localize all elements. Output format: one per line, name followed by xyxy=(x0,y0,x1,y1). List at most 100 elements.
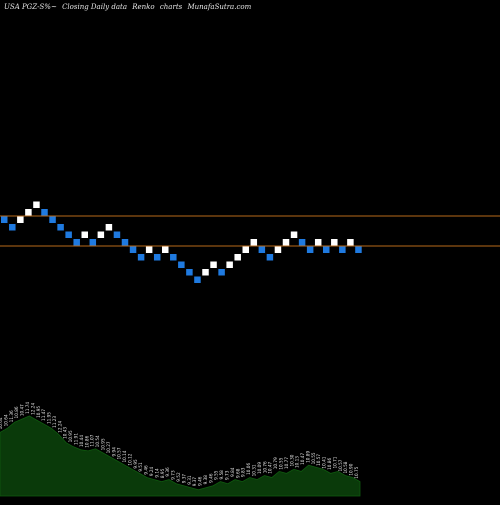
volume-label-28: 9.24 xyxy=(149,466,154,476)
chart-word-label: charts xyxy=(159,3,183,11)
volume-label-55: 10.13 xyxy=(295,456,300,468)
volume-label-32: 9.73 xyxy=(171,470,176,480)
volume-label-36: 9.37 xyxy=(192,477,197,487)
volume-label-39: 9.46 xyxy=(208,473,213,483)
down-brick-11 xyxy=(89,239,97,246)
down-brick-21 xyxy=(170,254,177,261)
volume-label-23: 10.14 xyxy=(122,450,127,462)
volume-label-63: 10.57 xyxy=(338,459,343,471)
volume-label-56: 10.47 xyxy=(300,453,305,465)
up-brick-13 xyxy=(105,224,113,231)
up-brick-12 xyxy=(97,231,105,238)
chart-style-label: Renko xyxy=(132,3,155,11)
volume-label-38: 9.38 xyxy=(203,475,208,485)
up-brick-29 xyxy=(234,254,241,261)
up-brick-31 xyxy=(250,239,258,246)
volume-label-22: 10.57 xyxy=(117,447,122,459)
volume-label-25: 9.95 xyxy=(133,459,138,469)
down-brick-7 xyxy=(57,224,64,231)
volume-label-46: 10.06 xyxy=(246,463,251,475)
down-brick-14 xyxy=(113,231,121,238)
volume-label-49: 10.76 xyxy=(262,461,267,473)
down-brick-0 xyxy=(1,216,8,223)
up-brick-34 xyxy=(274,246,282,253)
volume-label-34: 9.37 xyxy=(181,474,186,484)
down-brick-32 xyxy=(258,246,266,253)
volume-label-37: 9.46 xyxy=(198,476,203,486)
volume-label-64: 10.58 xyxy=(343,461,348,473)
up-brick-39 xyxy=(314,239,322,246)
down-brick-24 xyxy=(194,276,201,283)
volume-label-5: 11.74 xyxy=(25,402,30,414)
volume-label-44: 9.68 xyxy=(235,468,240,478)
down-brick-17 xyxy=(137,254,145,261)
volume-label-59: 10.57 xyxy=(316,454,321,466)
volume-label-43: 9.84 xyxy=(230,467,235,477)
volume-label-26: 9.51 xyxy=(138,462,143,472)
up-brick-10 xyxy=(81,231,88,238)
volume-label-51: 10.79 xyxy=(273,457,278,469)
volume-label-57: 10.89 xyxy=(305,451,310,463)
volume-label-24: 10.12 xyxy=(127,453,132,465)
up-brick-26 xyxy=(210,261,217,268)
volume-label-14: 11.91 xyxy=(74,433,79,445)
volume-label-3: 10.86 xyxy=(14,406,19,418)
volume-label-19: 10.95 xyxy=(100,438,105,450)
volume-label-4: 10.47 xyxy=(20,404,25,416)
volume-label-54: 10.30 xyxy=(289,454,294,466)
down-brick-5 xyxy=(41,209,48,216)
volume-label-40: 9.55 xyxy=(214,470,219,480)
volume-label-50: 10.47 xyxy=(268,461,273,473)
down-brick-22 xyxy=(178,261,185,268)
down-brick-16 xyxy=(129,246,137,253)
volume-label-15: 10.44 xyxy=(79,435,84,447)
down-brick-23 xyxy=(186,269,193,276)
up-brick-30 xyxy=(242,246,249,253)
volume-label-58: 10.55 xyxy=(311,452,316,464)
chart-kind-label: Closing Daily data xyxy=(62,3,128,11)
volume-label-11: 12.24 xyxy=(57,421,62,433)
down-brick-27 xyxy=(218,269,225,276)
up-brick-28 xyxy=(226,261,233,268)
down-brick-8 xyxy=(65,231,72,238)
up-brick-18 xyxy=(145,246,153,253)
volume-label-2: 11.36 xyxy=(9,410,14,422)
volume-label-0: 10.64 xyxy=(0,417,3,429)
up-brick-41 xyxy=(331,239,338,246)
down-brick-38 xyxy=(306,246,314,253)
symbol-label: USA PGZ-S%~ xyxy=(4,3,57,11)
down-brick-19 xyxy=(153,254,161,261)
down-brick-6 xyxy=(49,216,56,223)
volume-label-27: 9.46 xyxy=(144,465,149,475)
renko-bricks xyxy=(1,201,362,283)
down-brick-42 xyxy=(339,246,346,253)
up-brick-36 xyxy=(290,231,298,238)
up-brick-43 xyxy=(347,239,354,246)
volume-label-1: 10.64 xyxy=(3,414,8,426)
volume-label-30: 8.95 xyxy=(160,468,165,478)
up-brick-3 xyxy=(25,209,32,216)
volume-label-47: 10.31 xyxy=(252,464,257,476)
volume-label-6: 12.24 xyxy=(30,403,35,415)
volume-label-45: 9.83 xyxy=(241,467,246,477)
up-brick-35 xyxy=(282,239,290,246)
volume-label-66: 10.75 xyxy=(354,466,359,478)
volume-label-60: 10.41 xyxy=(322,456,327,468)
volume-label-21: 9.94 xyxy=(111,447,116,457)
volume-label-41: 9.58 xyxy=(219,470,224,480)
brand-label: MunafaSutra.com xyxy=(187,3,252,11)
down-brick-15 xyxy=(121,239,129,246)
chart-header: USA PGZ-S%~ Closing Daily data Renko cha… xyxy=(4,3,254,11)
volume-label-48: 10.09 xyxy=(257,462,262,474)
down-brick-40 xyxy=(323,246,330,253)
volume-label-8: 11.47 xyxy=(41,409,46,421)
volume-label-18: 10.54 xyxy=(95,435,100,447)
down-brick-33 xyxy=(266,254,274,261)
volume-label-16: 10.86 xyxy=(84,435,89,447)
volume-label-13: 10.95 xyxy=(68,430,73,442)
volume-label-52: 10.55 xyxy=(278,457,283,469)
volume-label-42: 9.73 xyxy=(225,470,230,480)
level-lines xyxy=(0,215,500,247)
